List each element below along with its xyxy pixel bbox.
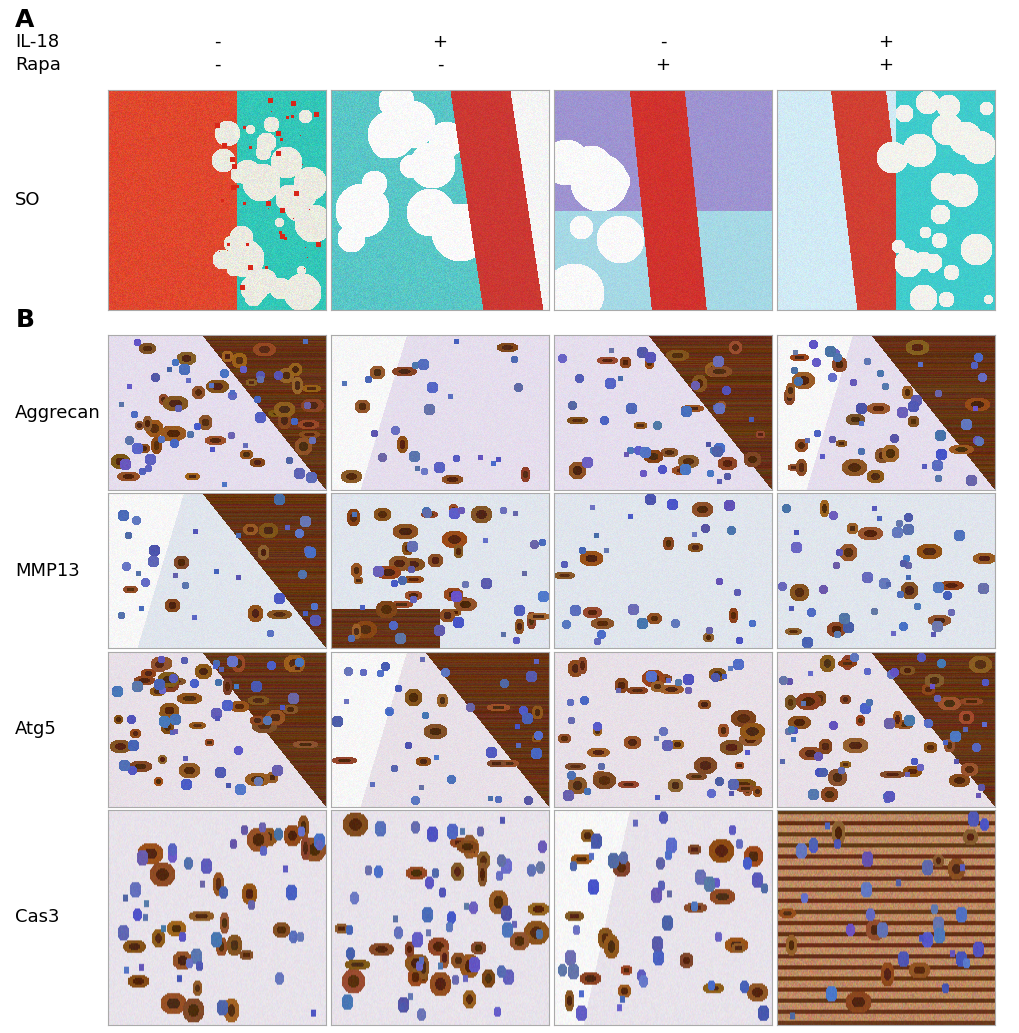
- Text: -: -: [214, 33, 220, 51]
- Text: +: +: [877, 33, 893, 51]
- Text: Rapa: Rapa: [15, 56, 61, 74]
- Text: A: A: [15, 8, 35, 32]
- Text: SO: SO: [15, 191, 41, 209]
- Text: +: +: [877, 56, 893, 74]
- Text: IL-18: IL-18: [15, 33, 59, 51]
- Text: +: +: [655, 56, 669, 74]
- Text: MMP13: MMP13: [15, 562, 79, 580]
- Text: Cas3: Cas3: [15, 908, 60, 927]
- Text: -: -: [436, 56, 443, 74]
- Text: -: -: [214, 56, 220, 74]
- Text: Atg5: Atg5: [15, 720, 57, 739]
- Text: Aggrecan: Aggrecan: [15, 404, 101, 421]
- Text: -: -: [659, 33, 665, 51]
- Text: B: B: [15, 308, 35, 332]
- Text: +: +: [432, 33, 447, 51]
